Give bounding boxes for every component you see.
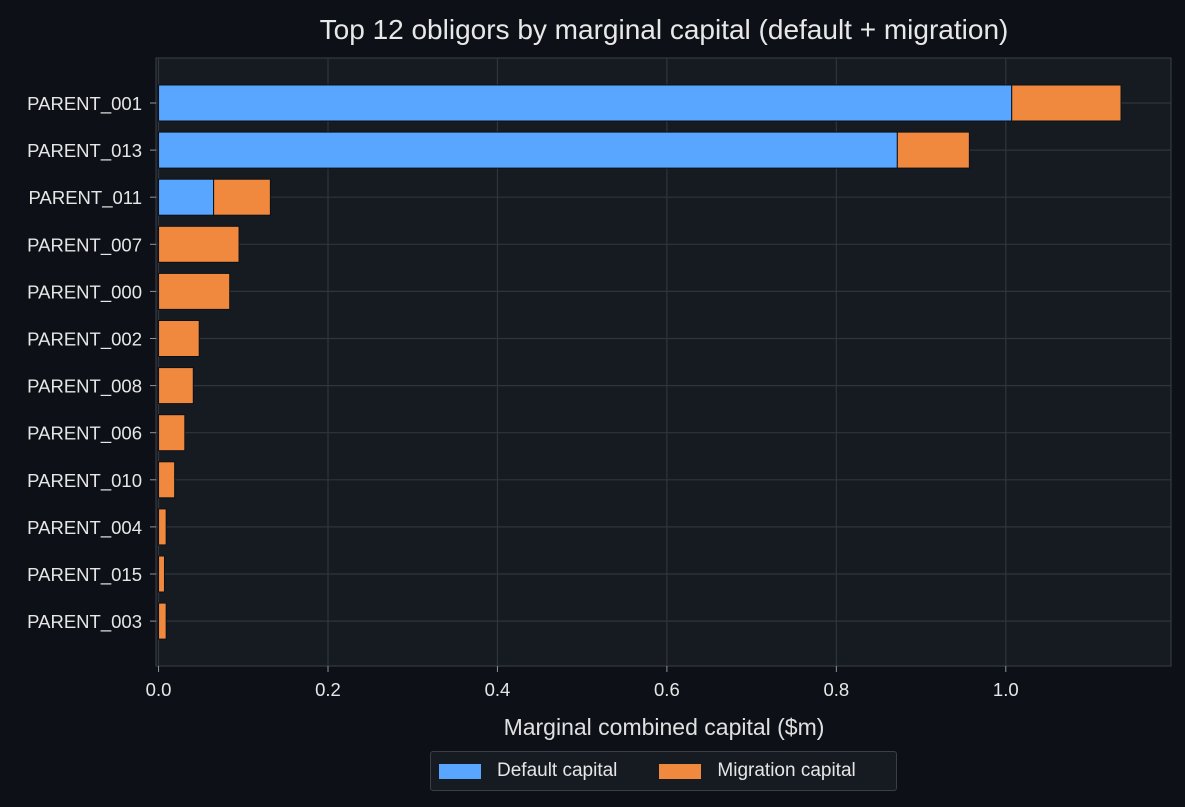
- x-axis-label: Marginal combined capital ($m): [503, 714, 825, 740]
- legend-item-migration-capital: Migration capital: [659, 760, 856, 782]
- bars: [158, 84, 1122, 640]
- y-tick-label: PARENT_011: [29, 187, 142, 209]
- chart-title: Top 12 obligors by marginal capital (def…: [319, 14, 1009, 45]
- legend-label-migration-capital: Migration capital: [717, 760, 856, 781]
- y-tick-label: PARENT_015: [27, 564, 142, 586]
- bar-parent-006-migration: [158, 414, 186, 452]
- legend-swatch-default-capital: [439, 763, 481, 779]
- y-tick-label: PARENT_008: [27, 376, 142, 398]
- bar-parent-013-default: [158, 131, 898, 169]
- y-tick-label: PARENT_006: [27, 423, 142, 445]
- y-tick-label: PARENT_007: [27, 234, 142, 256]
- x-axis: 0.0 0.2 0.4 0.6 0.8 1.0: [146, 666, 1019, 700]
- legend-label-default-capital: Default capital: [497, 760, 618, 781]
- x-tick-label: 0.0: [146, 679, 172, 700]
- y-tick-label: PARENT_004: [27, 517, 142, 539]
- bar-parent-015-migration: [158, 555, 165, 593]
- y-tick-label: PARENT_000: [27, 281, 142, 303]
- bar-parent-003-migration: [158, 602, 167, 640]
- x-tick-label: 0.6: [654, 679, 680, 700]
- bar-parent-010-migration: [158, 461, 176, 499]
- bar-parent-011-default: [158, 178, 215, 216]
- bar-parent-004-migration: [158, 508, 167, 546]
- bar-parent-001-default: [158, 84, 1013, 122]
- legend-swatch-migration-capital: [659, 763, 702, 779]
- y-tick-label: PARENT_010: [27, 470, 142, 492]
- legend: Default capital Migration capital: [430, 751, 897, 791]
- y-tick-label: PARENT_002: [27, 329, 142, 351]
- legend-item-default-capital: Default capital: [439, 760, 617, 782]
- bar-parent-001-migration: [1011, 84, 1122, 122]
- x-tick-label: 0.4: [485, 679, 511, 700]
- y-axis: PARENT_001 PARENT_013 PARENT_011 PARENT_007…: [27, 93, 156, 633]
- y-tick-label: PARENT_001: [27, 93, 142, 115]
- x-tick-label: 0.2: [315, 679, 341, 700]
- bar-parent-011-migration: [213, 178, 271, 216]
- x-tick-label: 1.0: [993, 679, 1019, 700]
- bar-parent-000-migration: [158, 272, 231, 310]
- x-tick-label: 0.8: [823, 679, 849, 700]
- bar-parent-002-migration: [158, 320, 200, 357]
- y-tick-label: PARENT_003: [27, 611, 142, 633]
- bar-parent-013-migration: [896, 131, 970, 169]
- bar-parent-008-migration: [158, 367, 194, 405]
- bar-parent-007-migration: [158, 225, 240, 263]
- y-tick-label: PARENT_013: [27, 140, 142, 162]
